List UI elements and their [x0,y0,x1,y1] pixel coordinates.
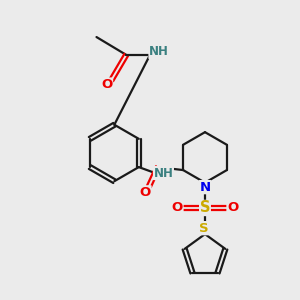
Text: N: N [200,181,211,194]
Text: NH: NH [149,45,169,58]
Text: O: O [172,202,183,214]
Text: S: S [200,200,210,215]
Text: S: S [199,222,208,235]
Text: O: O [101,78,112,91]
Text: O: O [227,202,238,214]
Text: NH: NH [154,167,173,179]
Text: O: O [140,186,151,199]
